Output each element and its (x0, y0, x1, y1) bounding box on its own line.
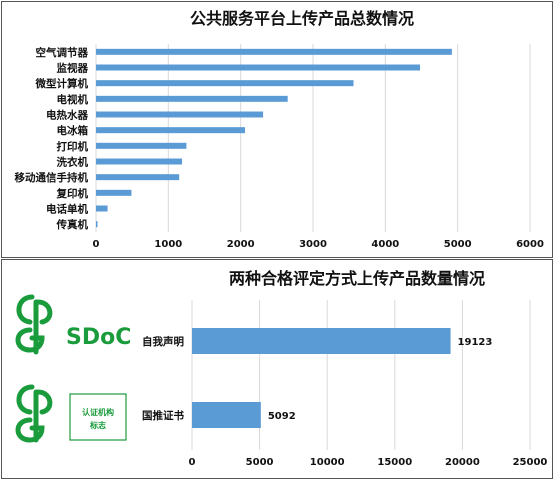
chart-panel-assessment-methods: 两种合格评定方式上传产品数量情况 SDoC 认证机构 标志 自我声明国推证书 1… (1, 259, 553, 479)
category-label: 监视器 (57, 62, 89, 75)
bar (96, 64, 421, 71)
category-label: 打印机 (57, 140, 89, 153)
category-label: 国推证书 (142, 409, 184, 422)
category-label: 传真机 (56, 218, 89, 231)
bar (96, 80, 354, 87)
x-tick-label: 20000 (445, 457, 480, 468)
x-tick-label: 2000 (227, 239, 255, 250)
bar (96, 48, 452, 55)
certification-logo: 认证机构 标志 (15, 384, 127, 443)
bar (96, 221, 98, 228)
bar (96, 189, 132, 196)
chart-title: 两种合格评定方式上传产品数量情况 (229, 269, 485, 288)
x-tick-label: 5000 (246, 457, 274, 468)
x-tick-label: 6000 (516, 239, 544, 250)
data-label: 19123 (458, 337, 493, 348)
category-label: 微型计算机 (35, 77, 89, 90)
bar (96, 95, 288, 102)
certification-logo-text-1: 认证机构 (82, 407, 114, 417)
category-label: 空气调节器 (36, 46, 89, 59)
bar (192, 402, 261, 428)
x-tick-label: 25000 (513, 457, 548, 468)
category-label: 复印机 (56, 187, 89, 200)
data-label: 5092 (268, 411, 296, 422)
certification-logo-text-2: 标志 (89, 420, 106, 430)
bar (192, 328, 451, 354)
bar (96, 111, 264, 118)
x-tick-label: 3000 (299, 239, 327, 250)
x-tick-label: 15000 (377, 457, 412, 468)
bar (96, 158, 183, 165)
product-totals-chart: 公共服务平台上传产品总数情况 空气调节器监视器微型计算机电视机电热水器电冰箱打印… (15, 9, 544, 250)
category-label: 自我声明 (142, 335, 184, 348)
chart-title: 公共服务平台上传产品总数情况 (190, 9, 414, 28)
category-label: 电冰箱 (57, 124, 89, 137)
category-label: 电热水器 (46, 109, 88, 122)
x-tick-label: 0 (93, 239, 100, 250)
x-tick-label: 10000 (310, 457, 345, 468)
x-tick-label: 0 (189, 457, 196, 468)
category-label: 电话单机 (46, 203, 88, 216)
bar (96, 205, 108, 212)
bar (96, 142, 187, 149)
sdoc-logo-text: SDoC (66, 325, 131, 350)
x-tick-label: 4000 (371, 239, 399, 250)
category-label: 移动通信手持机 (15, 171, 89, 184)
bar (96, 174, 180, 181)
category-label: 电视机 (57, 93, 89, 106)
x-tick-label: 5000 (444, 239, 472, 250)
bar (96, 127, 246, 134)
sdoc-logo: SDoC (15, 294, 131, 355)
x-tick-label: 1000 (154, 239, 182, 250)
chart-panel-product-totals: 公共服务平台上传产品总数情况 空气调节器监视器微型计算机电视机电热水器电冰箱打印… (1, 1, 553, 258)
category-label: 洗衣机 (57, 156, 89, 169)
